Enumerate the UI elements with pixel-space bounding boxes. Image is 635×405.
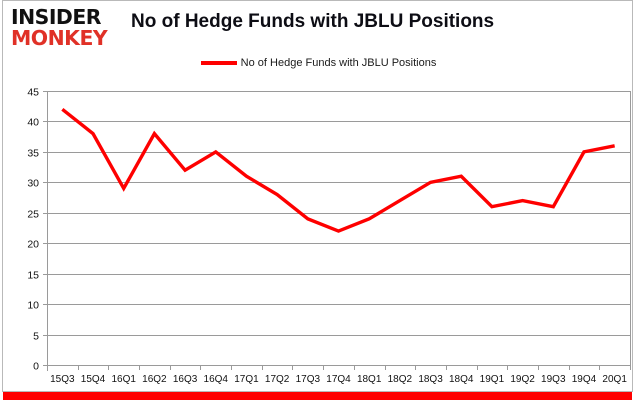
bottom-accent-bar — [3, 392, 632, 400]
x-axis-tick-label: 15Q4 — [81, 374, 106, 385]
x-axis-tick-label: 18Q4 — [449, 374, 474, 385]
gridlines-group — [47, 91, 631, 371]
logo-text-insider: INSIDER — [11, 5, 101, 29]
y-axis-tick-label: 15 — [27, 270, 39, 282]
y-axis-tick-label: 40 — [27, 117, 39, 129]
x-axis-tick-label: 20Q1 — [602, 374, 627, 385]
y-axis-tick-label: 5 — [33, 331, 39, 343]
chart-legend: No of Hedge Funds with JBLU Positions — [3, 57, 634, 69]
x-axis-tick-label: 17Q3 — [296, 374, 321, 385]
y-axis-ticks-group: 0 5 10 15 20 25 30 35 40 45 — [27, 87, 47, 373]
y-axis-tick-label: 45 — [27, 87, 39, 99]
logo-text-monkey: MONKEY — [11, 26, 108, 50]
insider-monkey-logo: INSIDER MONKEY — [11, 7, 129, 51]
x-axis-tick-label: 19Q1 — [480, 374, 505, 385]
series-line — [61, 107, 615, 233]
x-axis-tick-label: 19Q4 — [572, 374, 597, 385]
x-axis-tick-label: 15Q3 — [50, 374, 75, 385]
x-axis-tick-label: 18Q1 — [357, 374, 382, 385]
page-title: No of Hedge Funds with JBLU Positions — [131, 11, 495, 32]
y-axis-tick-label: 10 — [27, 300, 39, 312]
x-axis-tick-label: 19Q3 — [541, 374, 566, 385]
x-axis-ticks-group: 15Q3 15Q4 16Q1 16Q2 16Q3 16Q4 17Q1 17Q2 17Q3 17Q4… — [47, 365, 631, 385]
chart-frame: INSIDER MONKEY No of Hedge Funds with JB… — [2, 0, 633, 392]
legend-item-label: No of Hedge Funds with JBLU Positions — [240, 57, 437, 69]
y-axis-tick-label: 35 — [27, 148, 39, 160]
x-axis-tick-label: 17Q4 — [326, 374, 351, 385]
x-axis-tick-label: 16Q1 — [111, 374, 136, 385]
series-group — [61, 107, 615, 233]
x-axis-tick-label: 16Q3 — [173, 374, 198, 385]
legend-color-swatch-icon — [200, 61, 237, 65]
x-axis-tick-label: 18Q3 — [418, 374, 443, 385]
plot-area: 0 5 10 15 20 25 30 35 40 45 15Q3 15Q4 16Q1 16Q2 16Q3 1… — [3, 1, 634, 391]
chart-header: INSIDER MONKEY No of Hedge Funds with JB… — [3, 1, 634, 49]
x-axis-tick-label: 17Q2 — [265, 374, 290, 385]
x-axis-tick-label: 18Q2 — [388, 374, 413, 385]
y-axis-tick-label: 30 — [27, 178, 39, 190]
y-axis-tick-label: 25 — [27, 209, 39, 221]
x-axis-tick-label: 16Q4 — [204, 374, 229, 385]
x-axis-tick-label: 19Q2 — [510, 374, 535, 385]
y-axis-tick-label: 0 — [33, 361, 39, 373]
legend-item: No of Hedge Funds with JBLU Positions — [200, 57, 437, 69]
x-axis-tick-label: 16Q2 — [142, 374, 167, 385]
x-axis-tick-label: 17Q1 — [234, 374, 259, 385]
y-axis-tick-label: 20 — [27, 239, 39, 251]
